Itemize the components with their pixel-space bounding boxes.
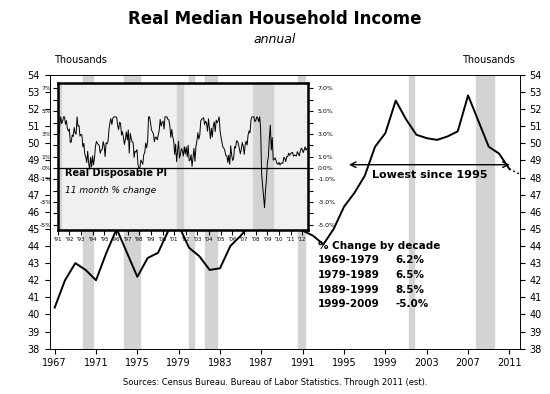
Text: Thousands: Thousands <box>54 55 107 65</box>
Bar <box>205 75 217 349</box>
Text: % Change by decade: % Change by decade <box>318 241 441 251</box>
Text: Real Disposable PI: Real Disposable PI <box>65 169 167 178</box>
Bar <box>52 83 60 230</box>
Text: 6.2%: 6.2% <box>396 255 425 266</box>
Text: Thousands: Thousands <box>462 55 515 65</box>
Bar <box>252 83 273 230</box>
Text: 8.5%: 8.5% <box>396 284 425 294</box>
Bar <box>83 75 94 349</box>
Text: annual: annual <box>254 33 296 46</box>
Bar <box>409 75 414 349</box>
Text: 1999-2009: 1999-2009 <box>318 299 380 309</box>
Text: Lowest since 1995: Lowest since 1995 <box>372 170 487 180</box>
Bar <box>189 75 194 349</box>
Text: 1979-1989: 1979-1989 <box>318 270 380 280</box>
Bar <box>177 83 183 230</box>
Text: 1969-1979: 1969-1979 <box>318 255 380 266</box>
Bar <box>476 75 494 349</box>
Text: 6.5%: 6.5% <box>396 270 425 280</box>
Bar <box>124 75 140 349</box>
Text: Real Median Household Income: Real Median Household Income <box>128 10 422 28</box>
Text: 1989-1999: 1989-1999 <box>318 284 380 294</box>
Text: 11 month % change: 11 month % change <box>65 186 156 195</box>
Text: -5.0%: -5.0% <box>396 299 429 309</box>
Bar <box>298 75 305 349</box>
Text: Sources: Census Bureau. Bureau of Labor Statistics. Through 2011 (est).: Sources: Census Bureau. Bureau of Labor … <box>123 378 427 387</box>
